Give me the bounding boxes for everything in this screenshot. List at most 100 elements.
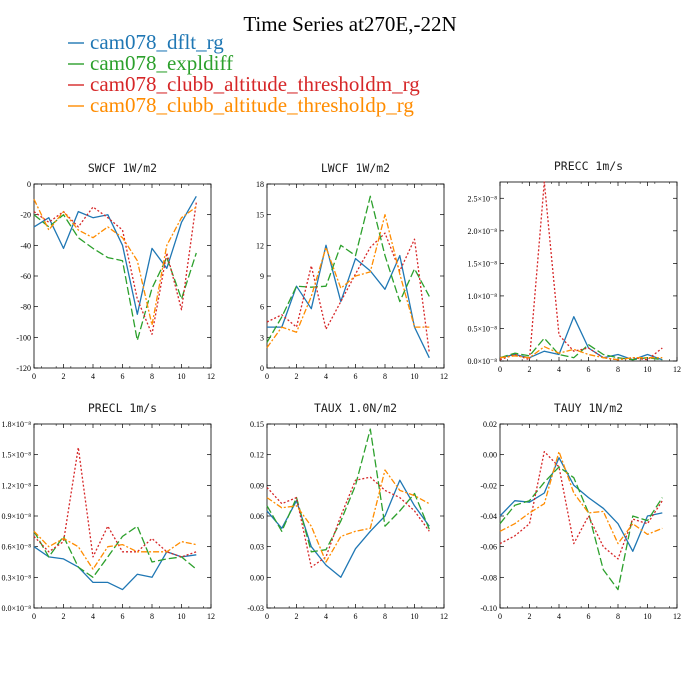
y-tick-label: 1.0×10⁻⁸: [467, 292, 497, 301]
y-tick-label: 1.5×10⁻⁸: [467, 259, 497, 268]
x-tick-label: 0: [32, 612, 36, 621]
chart-panel: PRECL 1m/s 0 2 4 6 8 10 12 0.0×10⁻⁸ 0.3×10⁻⁸ 0.6×1…: [1, 401, 215, 621]
y-tick-label: 0.12: [250, 451, 264, 460]
panel-title: TAUY 1N/m2: [554, 401, 623, 415]
series-line: [33, 195, 197, 315]
series-line: [33, 525, 197, 578]
legend-label: cam078_clubb_altitude_thresholdp_rg: [90, 93, 414, 117]
panel-title: PRECL 1m/s: [88, 401, 157, 415]
series-line: [266, 469, 430, 563]
x-tick-label: 12: [207, 612, 215, 621]
x-tick-label: 6: [121, 372, 125, 381]
figure-title: Time Series at270E,-22N: [243, 12, 456, 36]
x-tick-label: 12: [207, 372, 215, 381]
legend-item: cam078_dflt_rg: [68, 30, 224, 54]
y-tick-label: 0.00: [250, 573, 264, 582]
y-tick-label: -0.04: [480, 512, 497, 521]
y-tick-label: 0.9×10⁻⁸: [1, 512, 31, 521]
x-tick-label: 10: [644, 365, 652, 374]
series-line: [266, 214, 430, 348]
y-tick-label: 0.5×10⁻⁸: [467, 324, 497, 333]
y-tick-label: 1.2×10⁻⁸: [1, 481, 31, 490]
y-tick-label: 0.03: [250, 543, 264, 552]
panel-title: TAUX 1.0N/m2: [314, 401, 397, 415]
x-tick-label: 4: [324, 612, 328, 621]
x-tick-label: 6: [354, 372, 358, 381]
series-line: [33, 530, 197, 570]
series-line: [267, 244, 430, 359]
x-tick-label: 4: [557, 612, 561, 621]
x-tick-label: 2: [528, 612, 532, 621]
x-tick-label: 8: [150, 612, 154, 621]
x-tick-label: 8: [383, 612, 387, 621]
y-tick-label: -0.08: [480, 573, 497, 582]
x-tick-label: 6: [587, 365, 591, 374]
y-tick-label: 0.0×10⁻⁸: [467, 357, 497, 366]
y-tick-label: 0: [27, 180, 31, 189]
x-tick-label: 2: [62, 612, 66, 621]
legend-item: cam078_clubb_altitude_thresholdm_rg: [68, 72, 420, 96]
y-tick-label: -20: [20, 211, 31, 220]
chart-panel: SWCF 1W/m2 0 2 4 6 8 10 12 0 -20 -40 -60 -80 -100 -120: [16, 161, 215, 381]
x-tick-label: 8: [150, 372, 154, 381]
series-line: [266, 476, 430, 568]
y-tick-label: -120: [16, 364, 31, 373]
x-tick-label: 10: [178, 372, 186, 381]
chart-panel: PRECC 1m/s 0 2 4 6 8 10 12 0.0×10⁻⁸ 0.5×10⁻⁸ 1.0×1…: [467, 159, 681, 374]
y-tick-label: 3: [260, 333, 264, 342]
x-tick-label: 0: [498, 612, 502, 621]
series-line: [499, 450, 663, 545]
plot-frame: [266, 423, 445, 609]
series-line: [33, 202, 197, 335]
x-tick-label: 12: [673, 365, 681, 374]
y-tick-label: -0.10: [480, 604, 497, 613]
legend-label: cam078_clubb_altitude_thresholdm_rg: [90, 72, 420, 96]
series-line: [499, 316, 663, 361]
x-tick-label: 12: [673, 612, 681, 621]
panels: SWCF 1W/m2 0 2 4 6 8 10 12 0 -20 -40 -60 -80 -100 -120…: [1, 159, 681, 621]
plot-frame: [33, 183, 212, 369]
x-tick-label: 0: [265, 372, 269, 381]
x-tick-label: 10: [411, 612, 419, 621]
series-line: [499, 466, 663, 591]
y-tick-label: 18: [256, 180, 264, 189]
y-tick-label: -40: [20, 241, 31, 250]
x-tick-label: 4: [91, 372, 95, 381]
x-tick-label: 4: [557, 365, 561, 374]
series-line: [33, 446, 197, 558]
y-tick-label: 0.06: [250, 512, 264, 521]
series-line: [33, 214, 197, 342]
y-tick-label: 15: [256, 211, 264, 220]
series-line: [266, 428, 430, 553]
x-tick-label: 12: [440, 372, 448, 381]
chart-panel: TAUX 1.0N/m2 0 2 4 6 8 10 12 -0.03 0.00 0.03 0.06 0.…: [247, 401, 448, 621]
series-line: [499, 337, 663, 361]
x-tick-label: 6: [354, 612, 358, 621]
y-tick-label: 0.09: [250, 481, 264, 490]
y-tick-label: -80: [20, 303, 31, 312]
panel-title: LWCF 1W/m2: [321, 161, 390, 175]
x-tick-label: 8: [616, 365, 620, 374]
x-tick-label: 10: [178, 612, 186, 621]
y-tick-label: 0.3×10⁻⁸: [1, 573, 31, 582]
panel-title: SWCF 1W/m2: [88, 161, 157, 175]
x-tick-label: 4: [324, 372, 328, 381]
legend: cam078_dflt_rgcam078_expldiffcam078_club…: [68, 30, 420, 117]
y-tick-label: 0.00: [483, 451, 497, 460]
x-tick-label: 4: [91, 612, 95, 621]
series-line: [499, 457, 663, 552]
plot-frame: [499, 181, 678, 362]
legend-item: cam078_clubb_altitude_thresholdp_rg: [68, 93, 414, 117]
x-tick-label: 10: [411, 372, 419, 381]
y-tick-label: 1.8×10⁻⁸: [1, 420, 31, 429]
legend-item: cam078_expldiff: [68, 51, 233, 75]
x-tick-label: 0: [498, 365, 502, 374]
y-tick-label: -0.03: [247, 604, 264, 613]
y-tick-label: -0.06: [480, 543, 497, 552]
x-tick-label: 0: [265, 612, 269, 621]
legend-label: cam078_expldiff: [90, 51, 233, 75]
y-tick-label: 0.0×10⁻⁸: [1, 604, 31, 613]
chart-panel: LWCF 1W/m2 0 2 4 6 8 10 12 0 3 6 9 12 15 18: [256, 161, 448, 381]
series-line: [266, 479, 430, 578]
